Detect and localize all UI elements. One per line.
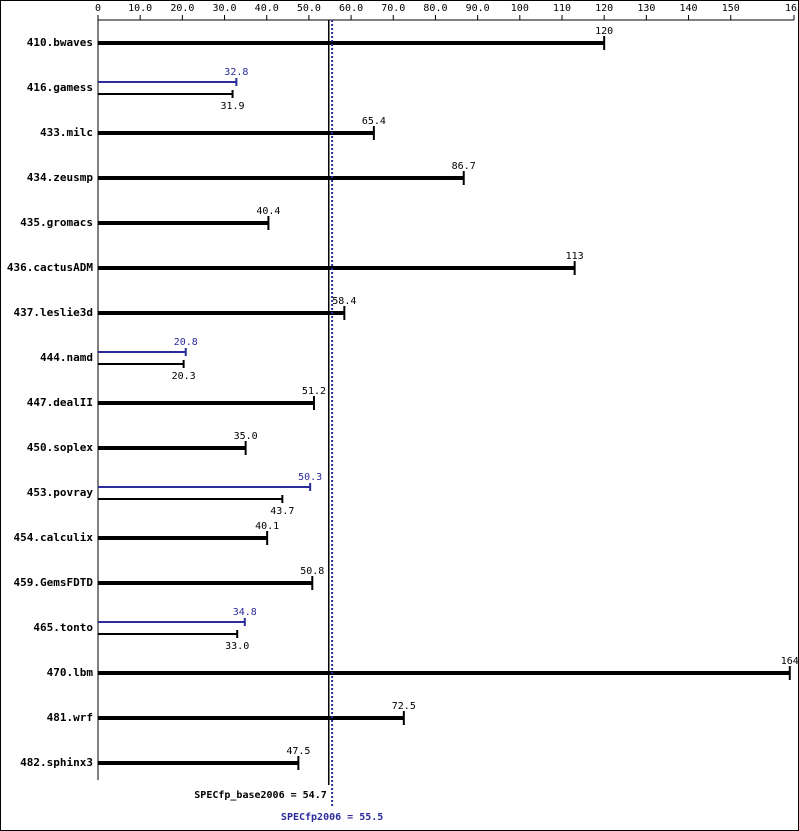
x-tick-label: 150 (722, 3, 740, 14)
category-label: 416.gamess (27, 81, 93, 94)
value-label: 35.0 (234, 431, 258, 442)
category-label: 465.tonto (33, 621, 93, 634)
value-label: 20.8 (174, 337, 198, 348)
value-label: 164 (781, 656, 799, 667)
x-tick-label: 100 (511, 3, 529, 14)
value-label: 50.8 (300, 566, 324, 577)
x-tick-label: 60.0 (339, 3, 363, 14)
value-label: 47.5 (286, 746, 310, 757)
value-label: 43.7 (270, 506, 294, 517)
category-label: 470.lbm (47, 666, 94, 679)
category-label: 437.leslie3d (14, 306, 93, 319)
x-tick-label: 165 (785, 3, 799, 14)
category-label: 444.namd (40, 351, 93, 364)
x-tick-label: 10.0 (128, 3, 152, 14)
x-tick-label: 90.0 (466, 3, 490, 14)
x-tick-label: 110 (553, 3, 571, 14)
value-label: 33.0 (225, 641, 249, 652)
value-label: 65.4 (362, 116, 386, 127)
value-label: 72.5 (392, 701, 416, 712)
reference-label: SPECfp_base2006 = 54.7 (194, 790, 326, 801)
value-label: 20.3 (172, 371, 196, 382)
value-label: 34.8 (233, 607, 257, 618)
value-label: 50.3 (298, 472, 322, 483)
x-tick-label: 20.0 (170, 3, 194, 14)
category-label: 454.calculix (14, 531, 94, 544)
category-label: 436.cactusADM (7, 261, 93, 274)
x-tick-label: 130 (637, 3, 655, 14)
category-label: 450.soplex (27, 441, 94, 454)
category-label: 482.sphinx3 (20, 756, 93, 769)
x-tick-label: 40.0 (255, 3, 279, 14)
category-label: 434.zeusmp (27, 171, 94, 184)
value-label: 40.4 (256, 206, 280, 217)
x-tick-label: 140 (680, 3, 698, 14)
value-label: 86.7 (452, 161, 476, 172)
category-label: 410.bwaves (27, 36, 93, 49)
reference-label: SPECfp2006 = 55.5 (281, 812, 383, 823)
x-tick-label: 80.0 (423, 3, 447, 14)
category-label: 459.GemsFDTD (14, 576, 94, 589)
value-label: 58.4 (332, 296, 356, 307)
category-label: 433.milc (40, 126, 93, 139)
category-label: 453.povray (27, 486, 94, 499)
value-label: 31.9 (221, 101, 245, 112)
value-label: 32.8 (224, 67, 248, 78)
category-label: 481.wrf (47, 711, 93, 724)
x-tick-label: 120 (595, 3, 613, 14)
x-tick-label: 50.0 (297, 3, 321, 14)
x-tick-label: 70.0 (381, 3, 405, 14)
value-label: 40.1 (255, 521, 279, 532)
value-label: 51.2 (302, 386, 326, 397)
category-label: 435.gromacs (20, 216, 93, 229)
category-label: 447.dealII (27, 396, 93, 409)
x-tick-label: 30.0 (212, 3, 236, 14)
x-tick-label: 0 (95, 3, 101, 14)
value-label: 113 (566, 251, 584, 262)
value-label: 120 (595, 26, 613, 37)
